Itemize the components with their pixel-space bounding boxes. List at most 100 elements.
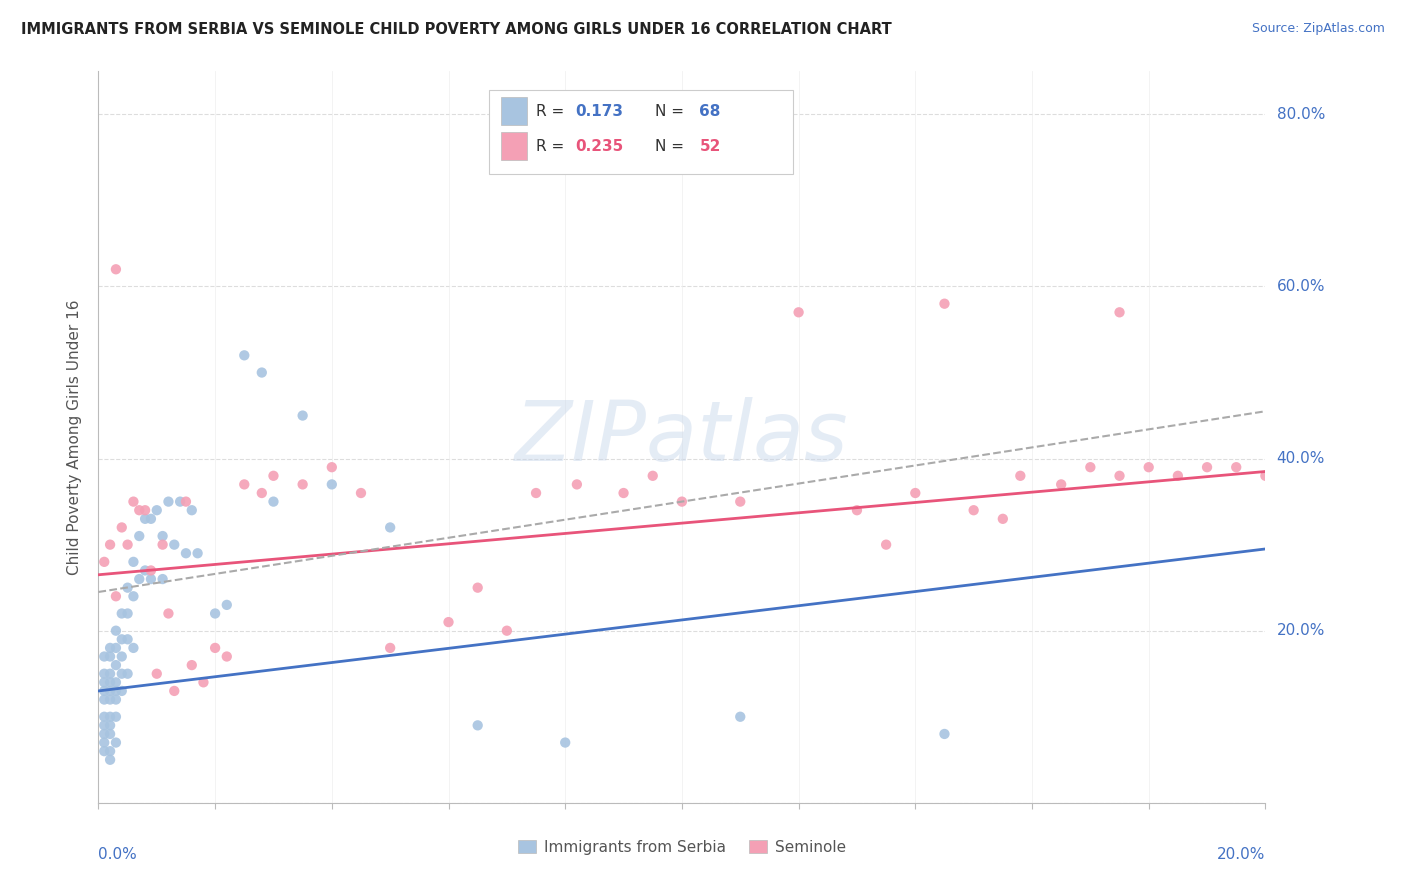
Point [98, 727, 121, 741]
Point [93, 718, 115, 732]
Point [117, 666, 139, 681]
Point [1108, 305, 1130, 319]
Point [104, 262, 127, 277]
Point [934, 727, 956, 741]
Point [93, 555, 115, 569]
Point [250, 366, 273, 380]
Point [134, 564, 156, 578]
Point [875, 538, 897, 552]
Point [98, 710, 121, 724]
Point [128, 529, 150, 543]
Point [93, 649, 115, 664]
Point [204, 640, 226, 655]
Point [117, 581, 139, 595]
Point [104, 589, 127, 603]
Point [134, 512, 156, 526]
Y-axis label: Child Poverty Among Girls Under 16: Child Poverty Among Girls Under 16 [67, 300, 83, 574]
Point [111, 649, 134, 664]
Point [641, 468, 664, 483]
Point [139, 564, 162, 578]
Text: 68: 68 [699, 104, 721, 120]
Point [98, 640, 121, 655]
Point [380, 640, 402, 655]
Point [122, 555, 145, 569]
Point [730, 710, 752, 724]
Text: 0.0%: 0.0% [98, 847, 138, 862]
Point [122, 494, 145, 508]
Point [104, 675, 127, 690]
Point [233, 348, 256, 362]
Point [146, 503, 169, 517]
Bar [501, 132, 527, 160]
Point [350, 486, 373, 500]
Point [1225, 460, 1247, 475]
Point [157, 494, 180, 508]
Point [1080, 460, 1102, 475]
Point [104, 640, 127, 655]
Point [98, 692, 121, 706]
Point [93, 675, 115, 690]
Point [467, 581, 489, 595]
Point [787, 305, 810, 319]
Point [98, 718, 121, 732]
Point [215, 649, 238, 664]
Point [380, 520, 402, 534]
Point [139, 512, 162, 526]
Point [174, 546, 197, 560]
Point [180, 658, 202, 673]
Point [846, 503, 869, 517]
Text: R =: R = [536, 139, 569, 154]
Point [104, 624, 127, 638]
Point [98, 666, 121, 681]
Point [904, 486, 927, 500]
Point [467, 718, 489, 732]
Text: ZIPatlas: ZIPatlas [515, 397, 849, 477]
Point [98, 538, 121, 552]
Point [1108, 468, 1130, 483]
Point [671, 494, 693, 508]
Point [215, 598, 238, 612]
Point [204, 607, 226, 621]
Point [93, 727, 115, 741]
Text: 20.0%: 20.0% [1218, 847, 1265, 862]
Point [128, 503, 150, 517]
Point [163, 684, 186, 698]
Text: R =: R = [536, 104, 569, 120]
Point [262, 468, 284, 483]
Point [180, 503, 202, 517]
Text: Source: ZipAtlas.com: Source: ZipAtlas.com [1251, 22, 1385, 36]
Point [1010, 468, 1032, 483]
Point [122, 589, 145, 603]
Point [117, 538, 139, 552]
Text: 20.0%: 20.0% [1277, 624, 1324, 638]
Point [991, 512, 1014, 526]
Point [93, 666, 115, 681]
Legend: Immigrants from Serbia, Seminole: Immigrants from Serbia, Seminole [512, 834, 852, 861]
Point [169, 494, 191, 508]
Point [111, 684, 134, 698]
Text: 52: 52 [699, 139, 721, 154]
Point [174, 494, 197, 508]
Text: N =: N = [655, 139, 689, 154]
Point [98, 675, 121, 690]
Point [111, 520, 134, 534]
Point [98, 684, 121, 698]
Bar [501, 97, 527, 125]
Point [122, 640, 145, 655]
Point [233, 477, 256, 491]
Point [128, 572, 150, 586]
Point [117, 607, 139, 621]
Point [250, 486, 273, 500]
Point [152, 529, 174, 543]
Point [291, 409, 314, 423]
Point [104, 692, 127, 706]
Point [1195, 460, 1218, 475]
Point [111, 666, 134, 681]
Point [93, 710, 115, 724]
Point [730, 494, 752, 508]
Point [93, 735, 115, 749]
Text: 60.0%: 60.0% [1277, 279, 1324, 294]
Text: 40.0%: 40.0% [1277, 451, 1324, 467]
Text: N =: N = [655, 104, 689, 120]
Point [554, 735, 576, 749]
